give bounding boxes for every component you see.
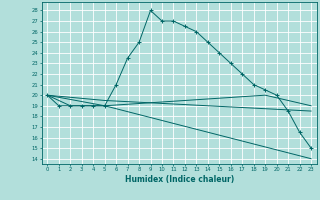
X-axis label: Humidex (Indice chaleur): Humidex (Indice chaleur)	[124, 175, 234, 184]
